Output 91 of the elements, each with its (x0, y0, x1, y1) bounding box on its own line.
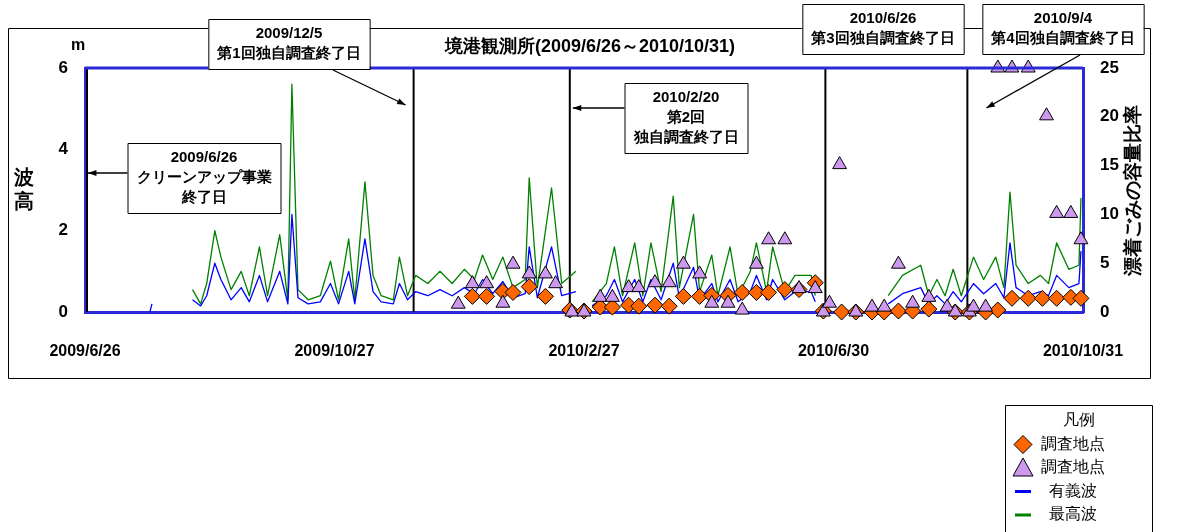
point (704, 294, 720, 308)
ref-line-label: 2010/9/4 第4回独自調査終了日 (990, 9, 1135, 47)
point (536, 287, 554, 305)
point (521, 265, 537, 279)
point (777, 231, 793, 245)
point (631, 279, 647, 293)
point (833, 303, 851, 321)
point (876, 298, 892, 312)
point (890, 255, 906, 269)
point (748, 255, 764, 269)
point (791, 280, 807, 294)
y-tick-label: 6 (58, 57, 68, 77)
point (647, 274, 663, 288)
point (760, 283, 778, 301)
point (733, 283, 751, 301)
legend-label: 有義波 (1049, 481, 1097, 499)
point (692, 265, 708, 279)
point (807, 280, 823, 294)
point (1039, 107, 1054, 121)
ref-line-label: 2009/6/26 クリーンアップ事業終了日 (136, 148, 272, 206)
point (1019, 289, 1037, 307)
legend-title: 凡例 (1062, 411, 1095, 429)
y-tick-label: 4 (58, 139, 69, 159)
x-tick-label: 2010/2/27 (548, 342, 620, 360)
point (465, 275, 480, 289)
point (1072, 289, 1090, 307)
y2-tick-label: 0 (1100, 301, 1110, 321)
point (504, 283, 522, 301)
y-tick-label: 0 (58, 301, 68, 321)
x-tick-label: 2010/6/30 (797, 342, 870, 360)
ref-line-label: 2010/6/26 第3回独自調査終了日 (810, 9, 955, 47)
y2-tick-label: 15 (1100, 155, 1119, 175)
point (604, 288, 620, 302)
legend-label: 調査地点 (1041, 458, 1105, 476)
ref-line-label: 2010/2/20 第2回独自調査終了日 (632, 88, 739, 146)
point (1073, 231, 1089, 245)
point (966, 298, 981, 312)
point (939, 298, 955, 312)
point (478, 287, 496, 305)
x-tick-label: 2009/6/26 (49, 342, 121, 360)
point (674, 287, 692, 305)
point (734, 301, 750, 315)
point (864, 298, 880, 312)
point (660, 297, 678, 315)
legend-label: 最高波 (1049, 505, 1097, 523)
point (450, 295, 466, 309)
point (592, 288, 608, 302)
point (1033, 289, 1051, 307)
point (776, 281, 794, 299)
point (479, 275, 495, 289)
ref-line-label: 2009/12/5 第1回独自調査終了日 (216, 24, 361, 62)
point (720, 294, 736, 308)
point (747, 283, 765, 301)
point (1003, 289, 1021, 307)
point (691, 287, 709, 305)
y-axis-title: 波高 (13, 165, 34, 212)
point (989, 301, 1007, 319)
point (630, 297, 648, 315)
y2-axis-title: 漂着ごみの容量比率 (1122, 104, 1144, 277)
point (661, 274, 677, 288)
point (848, 303, 864, 317)
point (495, 294, 511, 308)
chart-title: 境港観測所(2009/6/26～2010/10/31) (443, 35, 736, 56)
point (889, 302, 907, 320)
x-tick-label: 2009/10/27 (294, 342, 375, 360)
legend-label: 調査地点 (1041, 434, 1105, 452)
point (1048, 289, 1066, 307)
point (675, 255, 691, 269)
point (505, 255, 521, 269)
point (822, 294, 837, 308)
point (832, 156, 848, 170)
point (520, 278, 538, 296)
y2-tick-label: 25 (1100, 57, 1119, 77)
point (761, 231, 777, 245)
point (1049, 204, 1065, 218)
y2-tick-label: 10 (1100, 204, 1119, 224)
point (947, 303, 963, 317)
point (538, 265, 553, 279)
point (921, 288, 937, 302)
point (920, 300, 938, 318)
y-tick-label: 2 (58, 220, 68, 240)
point (1063, 204, 1079, 218)
text: m (70, 36, 86, 54)
y2-tick-label: 5 (1100, 252, 1110, 272)
point (548, 275, 564, 289)
point (978, 298, 994, 312)
point (646, 296, 664, 314)
y2-tick-label: 20 (1100, 106, 1119, 126)
point (463, 287, 481, 305)
point (905, 294, 921, 308)
x-tick-label: 2010/10/31 (1042, 342, 1124, 360)
